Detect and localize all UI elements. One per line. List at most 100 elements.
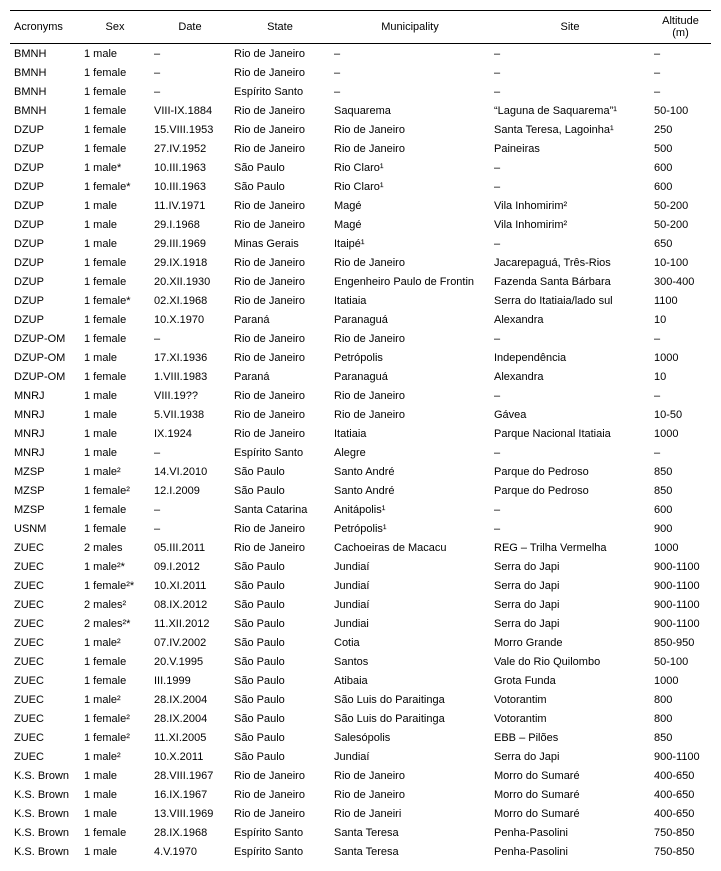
table-cell: São Paulo (230, 671, 330, 690)
table-cell: São Luis do Paraitinga (330, 690, 490, 709)
col-header: Altitude (m) (650, 11, 711, 44)
table-cell: São Luis do Paraitinga (330, 709, 490, 728)
table-cell: 750-850 (650, 842, 711, 861)
table-cell: DZUP (10, 291, 80, 310)
table-row: MZSP1 female–Santa CatarinaAnitápolis¹–6… (10, 500, 711, 519)
table-row: ZUEC1 female²*10.XI.2011São PauloJundiaí… (10, 576, 711, 595)
table-cell: 1 male (80, 785, 150, 804)
table-cell: VIII-IX.1884 (150, 101, 230, 120)
table-cell: 1 male (80, 348, 150, 367)
table-cell: 900-1100 (650, 576, 711, 595)
table-cell: 1 male (80, 842, 150, 861)
table-cell: DZUP (10, 234, 80, 253)
table-cell: Gávea (490, 405, 650, 424)
table-cell: São Paulo (230, 595, 330, 614)
table-cell: Rio de Janeiro (230, 386, 330, 405)
table-cell: ZUEC (10, 728, 80, 747)
table-cell: 750-850 (650, 823, 711, 842)
table-cell: Paranaguá (330, 310, 490, 329)
table-cell: Parque do Pedroso (490, 462, 650, 481)
table-cell: Petrópolis¹ (330, 519, 490, 538)
table-cell: 1 female (80, 253, 150, 272)
table-cell: 600 (650, 177, 711, 196)
table-cell: 400-650 (650, 785, 711, 804)
table-cell: DZUP (10, 196, 80, 215)
table-cell: Salesópolis (330, 728, 490, 747)
table-cell: – (330, 63, 490, 82)
table-cell: ZUEC (10, 595, 80, 614)
table-cell: MNRJ (10, 443, 80, 462)
table-row: DZUP-OM1 male17.XI.1936Rio de JaneiroPet… (10, 348, 711, 367)
table-row: K.S. Brown1 male4.V.1970Espírito SantoSa… (10, 842, 711, 861)
table-cell: Rio de Janeiro (230, 519, 330, 538)
table-row: MZSP1 male²14.VI.2010São PauloSanto Andr… (10, 462, 711, 481)
table-row: DZUP1 male29.III.1969Minas GeraisItaipé¹… (10, 234, 711, 253)
table-cell: 15.VIII.1953 (150, 120, 230, 139)
table-cell: Rio de Janeiri (330, 804, 490, 823)
table-cell: 1 female² (80, 481, 150, 500)
table-cell: – (490, 177, 650, 196)
table-cell: ZUEC (10, 671, 80, 690)
table-cell: Jacarepaguá, Três-Rios (490, 253, 650, 272)
table-cell: Cotia (330, 633, 490, 652)
table-cell: Jundiaí (330, 576, 490, 595)
col-header: Date (150, 11, 230, 44)
table-cell: 1 female (80, 671, 150, 690)
table-cell: – (330, 82, 490, 101)
table-cell: 900-1100 (650, 614, 711, 633)
table-cell: 10 (650, 310, 711, 329)
table-cell: 50-100 (650, 101, 711, 120)
table-row: ZUEC1 female²28.IX.2004São PauloSão Luis… (10, 709, 711, 728)
table-cell: 1 female (80, 329, 150, 348)
table-cell: Rio de Janeiro (230, 329, 330, 348)
table-cell: Morro do Sumaré (490, 785, 650, 804)
table-cell: DZUP (10, 272, 80, 291)
table-cell: BMNH (10, 44, 80, 64)
table-cell: 10.X.2011 (150, 747, 230, 766)
table-cell: III.1999 (150, 671, 230, 690)
table-cell: – (650, 44, 711, 64)
table-cell: 1 female² (80, 709, 150, 728)
table-cell: São Paulo (230, 481, 330, 500)
table-cell: – (490, 443, 650, 462)
table-cell: ZUEC (10, 747, 80, 766)
table-row: ZUEC2 males²*11.XII.2012São PauloJundiai… (10, 614, 711, 633)
table-cell: 600 (650, 158, 711, 177)
table-cell: ZUEC (10, 576, 80, 595)
table-cell: Alexandra (490, 367, 650, 386)
table-cell: Santa Teresa, Lagoinha¹ (490, 120, 650, 139)
table-cell: 1 female (80, 101, 150, 120)
table-cell: Morro Grande (490, 633, 650, 652)
table-row: ZUEC2 males05.III.2011Rio de JaneiroCach… (10, 538, 711, 557)
table-cell: 10-50 (650, 405, 711, 424)
table-row: MNRJ1 maleIX.1924Rio de JaneiroItatiaiaP… (10, 424, 711, 443)
table-cell: 11.IV.1971 (150, 196, 230, 215)
table-cell: K.S. Brown (10, 785, 80, 804)
table-cell: Rio de Janeiro (330, 120, 490, 139)
table-cell: Rio de Janeiro (230, 63, 330, 82)
table-cell: 05.III.2011 (150, 538, 230, 557)
table-cell: Alegre (330, 443, 490, 462)
table-cell: Espírito Santo (230, 842, 330, 861)
table-cell: DZUP (10, 158, 80, 177)
table-cell: 850 (650, 728, 711, 747)
table-row: K.S. Brown1 male16.IX.1967Rio de Janeiro… (10, 785, 711, 804)
table-cell: – (650, 443, 711, 462)
table-row: ZUEC1 female²11.XI.2005São PauloSalesópo… (10, 728, 711, 747)
table-cell: 17.XI.1936 (150, 348, 230, 367)
table-cell: Espírito Santo (230, 82, 330, 101)
table-cell: São Paulo (230, 576, 330, 595)
table-cell: 1 female (80, 367, 150, 386)
table-row: DZUP1 female15.VIII.1953Rio de JaneiroRi… (10, 120, 711, 139)
table-cell: 1 male (80, 386, 150, 405)
table-cell: 800 (650, 709, 711, 728)
table-cell: DZUP (10, 139, 80, 158)
table-row: DZUP1 female*10.III.1963São PauloRio Cla… (10, 177, 711, 196)
table-cell: – (490, 519, 650, 538)
table-cell: Itaipé¹ (330, 234, 490, 253)
table-cell: Penha-Pasolini (490, 823, 650, 842)
table-cell: 1 female (80, 120, 150, 139)
table-cell: Rio de Janeiro (230, 272, 330, 291)
table-cell: REG – Trilha Vermelha (490, 538, 650, 557)
table-cell: Rio de Janeiro (230, 101, 330, 120)
